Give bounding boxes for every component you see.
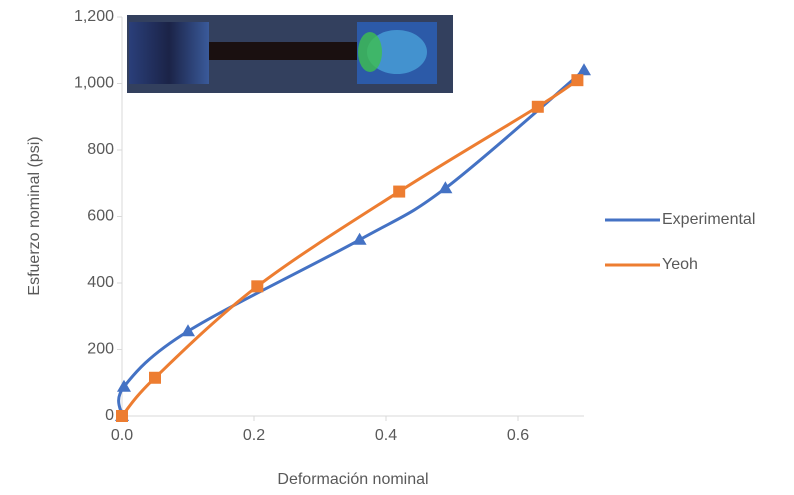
x-tick-label: 0.4 xyxy=(375,427,397,444)
legend-label: Yeoh xyxy=(662,256,698,273)
inset-image xyxy=(127,15,453,93)
x-tick-label: 0.2 xyxy=(243,427,265,444)
y-tick-label: 1,200 xyxy=(74,8,114,25)
y-axis-title: Esfuerzo nominal (psi) xyxy=(26,136,43,295)
y-tick-label: 200 xyxy=(87,341,114,358)
y-tick-label: 400 xyxy=(87,274,114,291)
marker xyxy=(181,324,195,336)
marker xyxy=(251,280,263,292)
series-line xyxy=(122,80,577,416)
legend-label: Experimental xyxy=(662,211,755,228)
y-tick-label: 600 xyxy=(87,208,114,225)
x-tick-label: 0.6 xyxy=(507,427,529,444)
y-tick-label: 1,000 xyxy=(74,75,114,92)
marker xyxy=(116,410,128,422)
marker xyxy=(571,74,583,86)
y-tick-label: 0 xyxy=(105,407,114,424)
chart: Esfuerzo nominal (psi) Deformación nomin… xyxy=(0,0,794,495)
marker xyxy=(532,101,544,113)
marker xyxy=(149,372,161,384)
x-tick-label: 0.0 xyxy=(111,427,133,444)
y-tick-label: 800 xyxy=(87,141,114,158)
marker xyxy=(577,63,591,75)
x-axis-title: Deformación nominal xyxy=(277,471,428,488)
marker xyxy=(393,186,405,198)
